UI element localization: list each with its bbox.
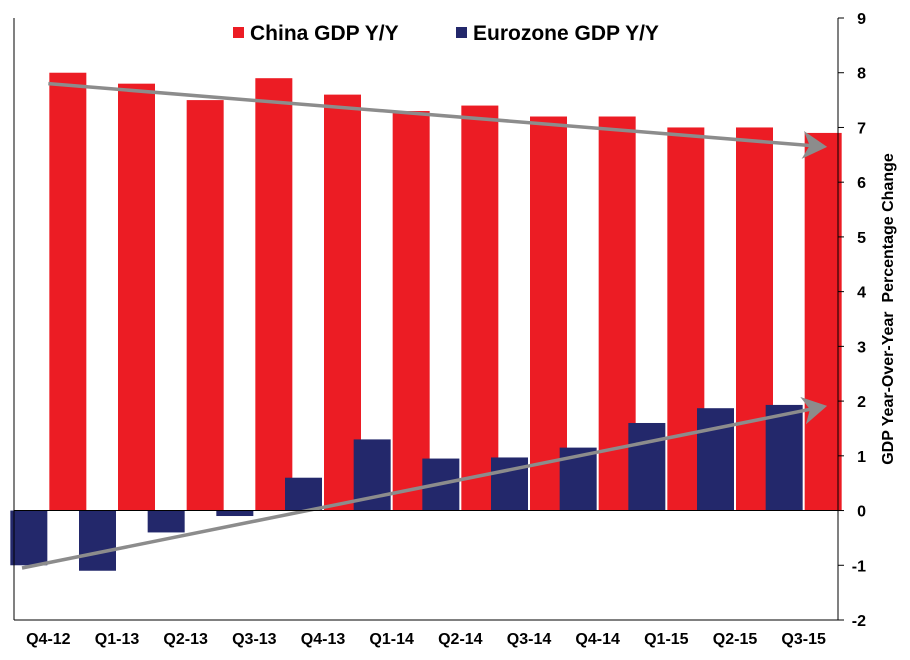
eurozone-trend-arrow — [21, 396, 828, 570]
y-tick-label: 6 — [857, 175, 866, 192]
y-tick-label: 1 — [857, 449, 866, 466]
y-tick-label: 8 — [857, 66, 866, 83]
x-tick-label: Q2-15 — [713, 631, 758, 648]
bars-layer — [10, 72, 842, 571]
china-bar-q2-13 — [186, 100, 224, 511]
eurozone-bar-q3-13 — [216, 510, 254, 517]
y-tick-label: 9 — [857, 11, 866, 28]
legend-label: Eurozone GDP Y/Y — [473, 22, 659, 45]
eurozone-bar-q3-15 — [765, 404, 803, 511]
x-tick-label: Q4-14 — [575, 631, 620, 648]
china-bar-q2-14 — [461, 105, 499, 511]
x-tick-label: Q2-14 — [438, 631, 483, 648]
y-tick-label: 0 — [857, 504, 866, 521]
y-tick-label: 3 — [857, 339, 866, 356]
legend-item-china: China GDP Y/Y — [233, 22, 399, 45]
eurozone-bar-q2-15 — [697, 408, 734, 511]
axes-layer: -2 -1 0 1 2 3 4 5 6 7 8 9 Q4-12 Q1-13 Q2-13 Q3-13 Q4-13 Q… — [13, 11, 866, 648]
x-tick-label: Q2-13 — [163, 631, 208, 648]
eurozone-bar-q1-13 — [79, 510, 116, 571]
legend-label: China GDP Y/Y — [250, 22, 399, 45]
china-trend-arrow — [48, 81, 828, 159]
y-axis-title: GDP Year-Over-Year Percentage Change — [880, 153, 897, 465]
china-bar-q1-13 — [118, 83, 155, 511]
china-bar-q4-12 — [49, 72, 87, 511]
eurozone-bar-q4-13 — [285, 477, 322, 511]
eurozone-bar-q4-12 — [10, 510, 48, 566]
x-tick-label: Q3-15 — [781, 631, 826, 648]
x-tick-label: Q4-12 — [26, 631, 71, 648]
china-bar-q1-14 — [392, 111, 430, 511]
x-tick-label: Q1-15 — [644, 631, 689, 648]
trend-arrows-layer — [21, 81, 828, 570]
legend: China GDP Y/Y Eurozone GDP Y/Y — [233, 22, 659, 45]
eurozone-bar-q2-13 — [147, 510, 185, 533]
china-bar-q3-13 — [255, 78, 293, 511]
y-tick-label: -1 — [852, 558, 866, 575]
legend-item-eurozone: Eurozone GDP Y/Y — [456, 22, 659, 45]
y-tick-label: 5 — [857, 230, 866, 247]
x-tick-label: Q4-13 — [301, 631, 346, 648]
legend-swatch — [233, 27, 244, 38]
x-tick-label: Q1-13 — [95, 631, 140, 648]
y-tick-label: 7 — [857, 120, 866, 137]
y-tick-label: 2 — [857, 394, 866, 411]
eurozone-bar-q1-15 — [628, 422, 666, 511]
x-tick-label: Q3-13 — [232, 631, 277, 648]
china-bar-q3-14 — [530, 116, 567, 511]
x-tick-label: Q3-14 — [507, 631, 552, 648]
y-tick-label: -2 — [852, 613, 866, 630]
y-tick-label: 4 — [857, 285, 866, 302]
eurozone-bar-q3-14 — [491, 457, 528, 511]
china-bar-q3-15 — [804, 132, 842, 511]
legend-swatch — [456, 27, 467, 38]
x-tick-label: Q1-14 — [369, 631, 414, 648]
